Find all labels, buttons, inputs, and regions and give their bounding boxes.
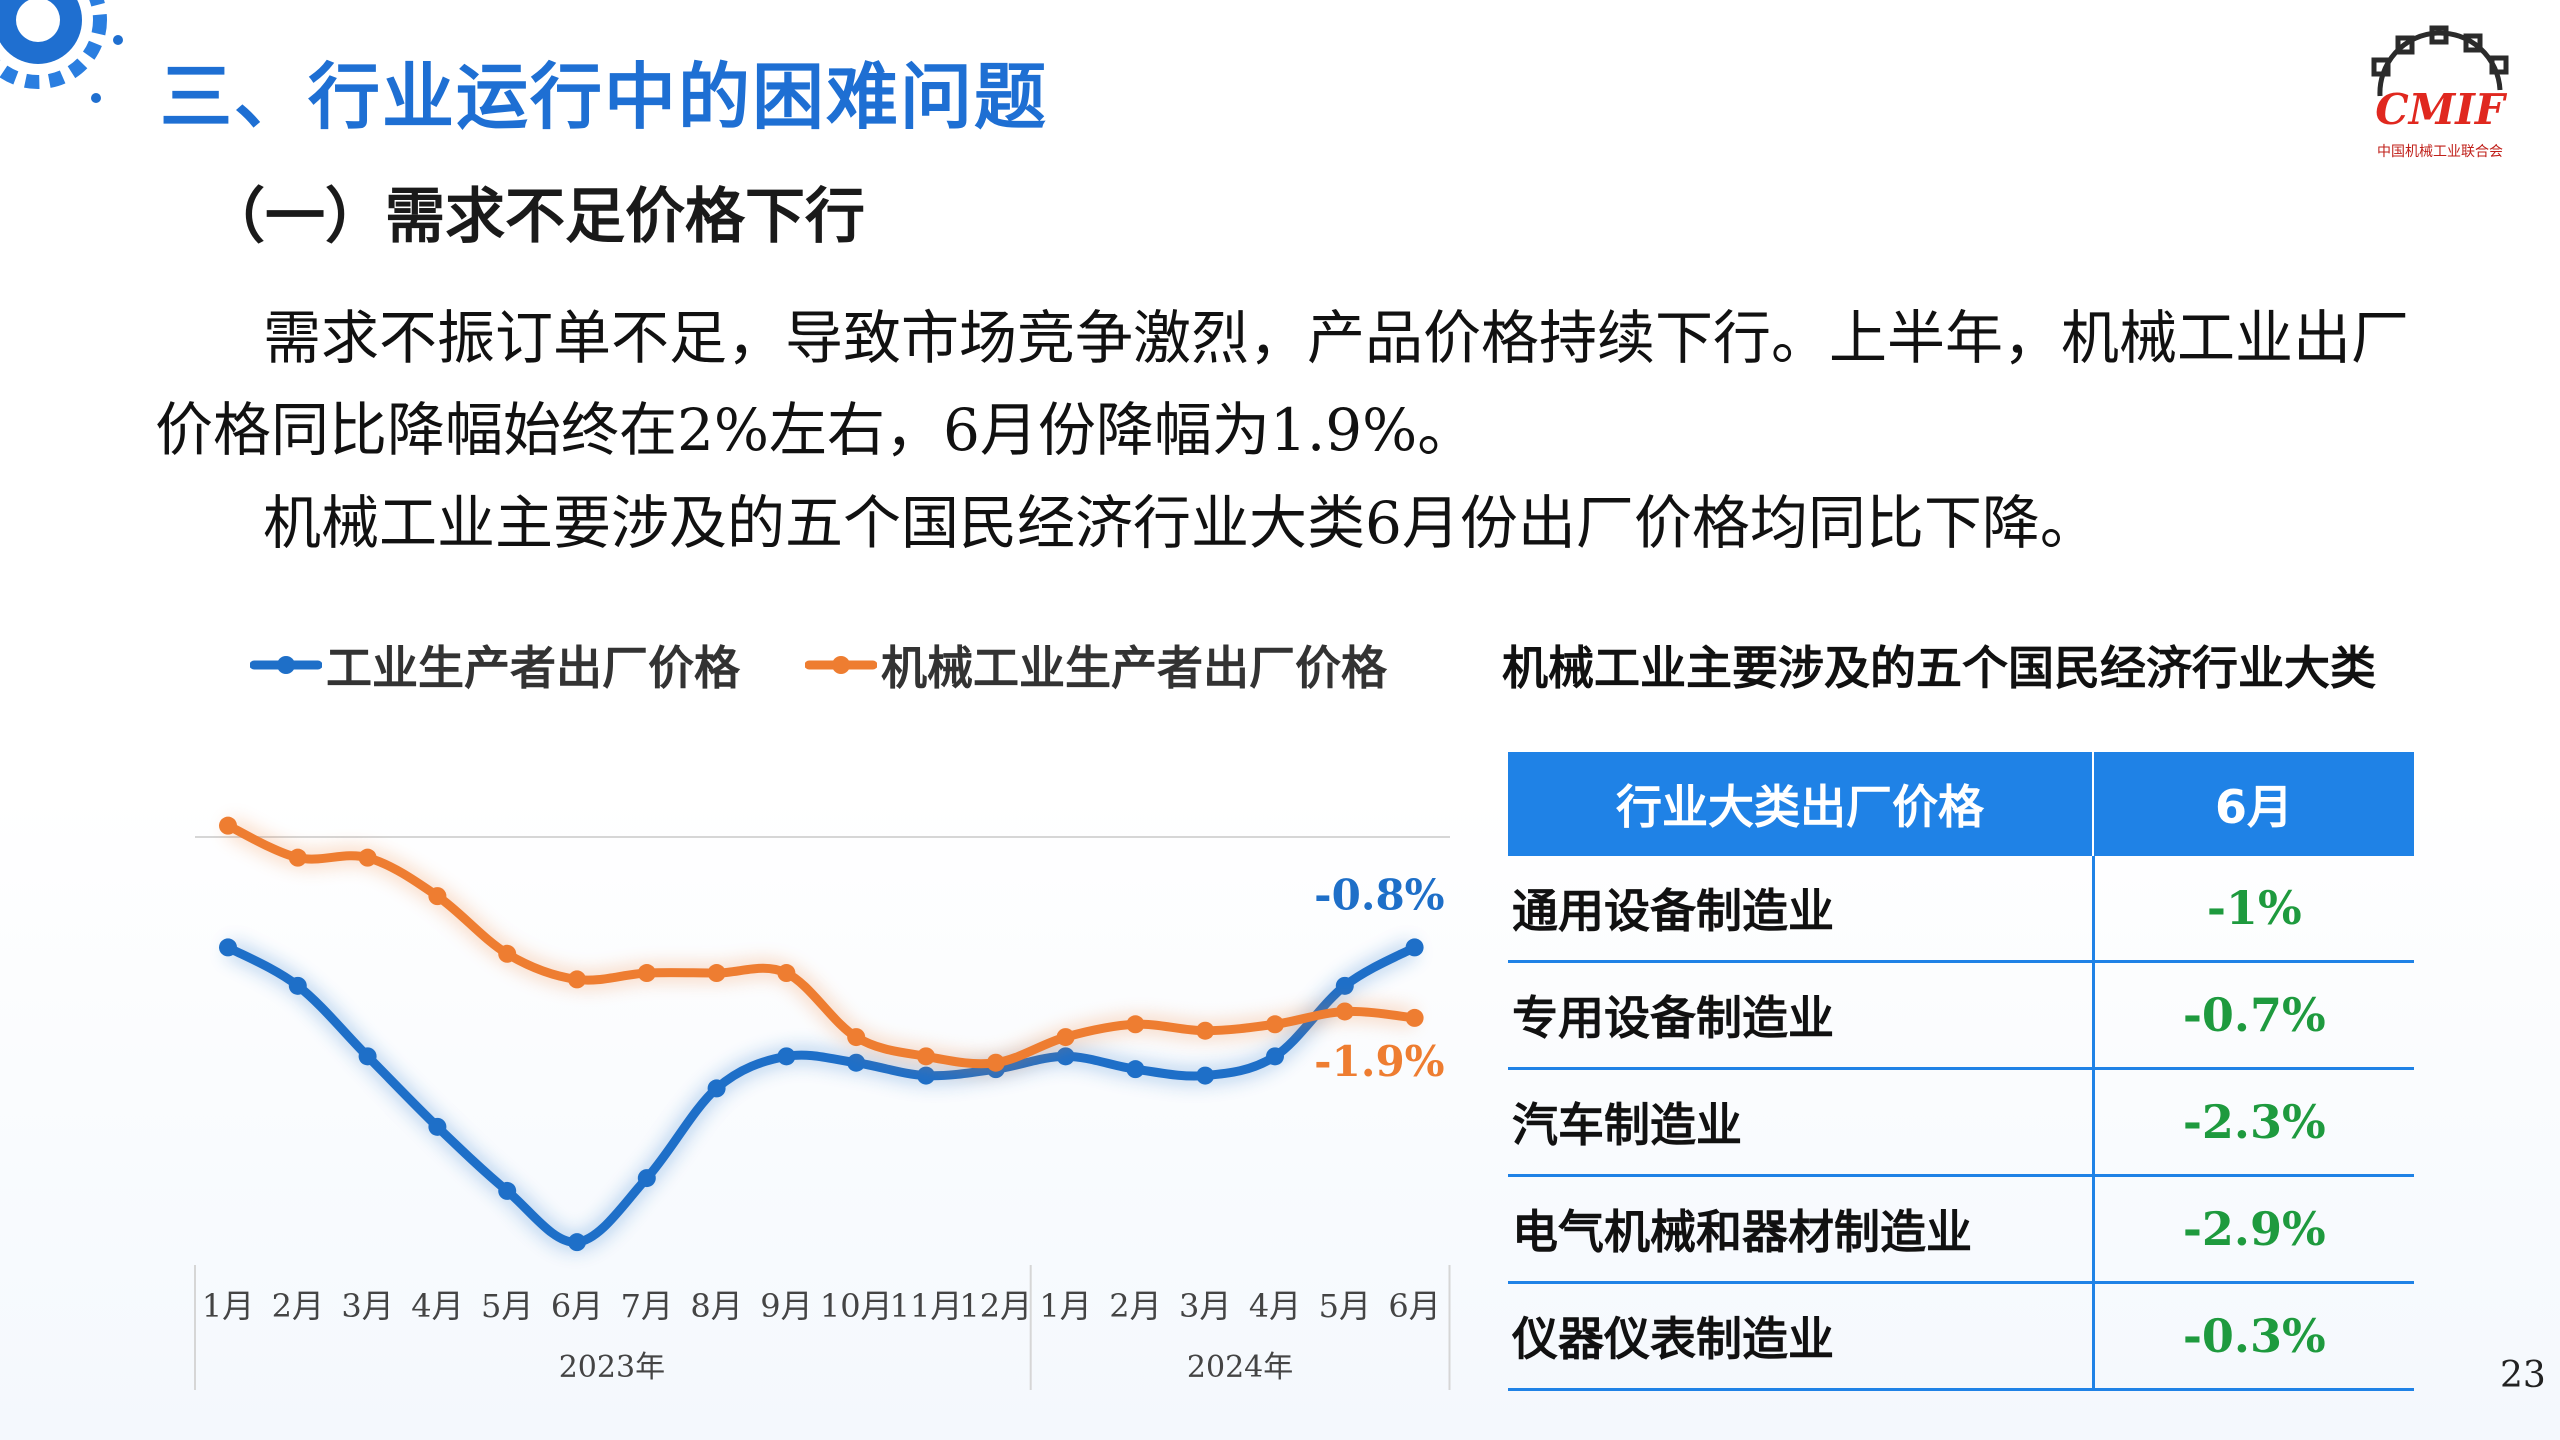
end-value-label: -1.9%	[1314, 1037, 1444, 1086]
industry-price-table: 行业大类出厂价格 6月 通用设备制造业 -1% 专用设备制造业 -0.7% 汽车…	[1508, 752, 2414, 1391]
data-point	[1405, 1008, 1424, 1027]
data-point	[707, 964, 726, 983]
data-point	[568, 970, 586, 989]
table-row: 专用设备制造业 -0.7%	[1508, 961, 2414, 1070]
legend-label-industrial: 工业生产者出厂价格	[326, 641, 740, 695]
data-point	[358, 848, 377, 867]
data-point	[428, 887, 447, 906]
series-line	[223, 942, 1420, 1247]
data-point	[219, 938, 237, 957]
table-header-category: 行业大类出厂价格	[1508, 752, 2094, 856]
table-row: 仪器仪表制造业 -0.3%	[1508, 1282, 2414, 1391]
table-cell-industry: 电气机械和器材制造业	[1508, 1175, 2095, 1284]
data-point	[986, 1053, 1005, 1072]
x-tick-label: 5月	[1319, 1287, 1371, 1325]
body-paragraph-2: 机械工业主要涉及的五个国民经济行业大类6月份出厂价格均同比下降。	[263, 489, 2098, 557]
table-cell-value: -2.9%	[2093, 1175, 2414, 1284]
x-tick-label: 4月	[1249, 1287, 1301, 1325]
table-cell-value: -1%	[2093, 856, 2414, 963]
table-cell-value: -0.3%	[2093, 1282, 2414, 1391]
data-point	[1335, 976, 1354, 995]
table-title: 机械工业主要涉及的五个国民经济行业大类	[1502, 641, 2376, 695]
data-point	[637, 1169, 656, 1188]
legend-swatch-blue	[250, 656, 322, 674]
table-cell-industry: 专用设备制造业	[1508, 961, 2095, 1070]
data-point	[777, 964, 796, 983]
section-subtitle: （一）需求不足价格下行	[205, 182, 865, 252]
data-point	[498, 1181, 517, 1200]
data-point	[1266, 1015, 1284, 1034]
data-point	[288, 848, 307, 867]
data-point	[1126, 1015, 1145, 1034]
data-point	[428, 1117, 447, 1136]
data-point	[498, 944, 517, 963]
data-point	[358, 1047, 377, 1066]
x-tick-label: 1月	[202, 1287, 254, 1325]
table-header-row: 行业大类出厂价格 6月	[1508, 752, 2414, 856]
legend-item-industrial: 工业生产者出厂价格	[250, 632, 740, 698]
data-point	[847, 1028, 866, 1047]
legend-label-machinery: 机械工业生产者出厂价格	[881, 641, 1387, 695]
legend-item-machinery: 机械工业生产者出厂价格	[805, 632, 1387, 698]
data-point	[1056, 1028, 1075, 1047]
table-cell-value: -0.7%	[2093, 961, 2414, 1070]
cmif-logo: CMIF 中国机械工业联合会	[2371, 25, 2509, 160]
page-number: 23	[2500, 1355, 2546, 1396]
legend-swatch-orange	[805, 656, 877, 674]
logo-caption: 中国机械工业联合会	[2377, 144, 2503, 160]
data-point	[847, 1053, 866, 1072]
data-point	[568, 1233, 586, 1252]
series-line	[223, 821, 1420, 1069]
page-title: 三、行业运行中的困难问题	[160, 55, 1049, 139]
x-tick-label: 7月	[621, 1287, 673, 1325]
table-row: 通用设备制造业 -1%	[1508, 856, 2414, 963]
data-point	[288, 976, 307, 995]
logo-text: CMIF	[2375, 85, 2508, 134]
gear-decoration-icon	[0, 0, 123, 103]
x-tick-label: 2月	[1109, 1287, 1161, 1325]
table-cell-industry: 仪器仪表制造业	[1508, 1282, 2095, 1391]
data-point	[1126, 1060, 1145, 1079]
table-row: 电气机械和器材制造业 -2.9%	[1508, 1175, 2414, 1284]
x-tick-label: 11月	[890, 1287, 963, 1325]
table-cell-industry: 汽车制造业	[1508, 1068, 2095, 1177]
data-point	[777, 1047, 796, 1066]
table-row: 汽车制造业 -2.3%	[1508, 1068, 2414, 1177]
x-tick-label: 3月	[341, 1287, 393, 1325]
data-point	[1266, 1047, 1284, 1066]
x-tick-label: 3月	[1179, 1287, 1231, 1325]
data-point	[1056, 1047, 1075, 1066]
table-header-month: 6月	[2093, 752, 2414, 856]
table-cell-industry: 通用设备制造业	[1508, 856, 2095, 963]
data-point	[1405, 938, 1424, 957]
end-value-label: -0.8%	[1314, 870, 1444, 919]
x-tick-label: 1月	[1039, 1287, 1091, 1325]
x-tick-label: 5月	[481, 1287, 533, 1325]
data-point	[1196, 1066, 1215, 1085]
data-point	[1196, 1021, 1215, 1040]
data-point	[1335, 1002, 1354, 1021]
data-point	[707, 1079, 726, 1098]
x-group-label: 2023年	[559, 1350, 665, 1385]
x-tick-label: 4月	[411, 1287, 463, 1325]
table-cell-value: -2.3%	[2093, 1068, 2414, 1177]
body-paragraph-1: 需求不振订单不足，导致市场竞争激烈，产品价格持续下行。上半年，机械工业出厂价格同…	[155, 304, 2410, 464]
data-point	[917, 1066, 935, 1085]
x-group-label: 2024年	[1187, 1350, 1293, 1385]
x-tick-label: 2月	[272, 1287, 324, 1325]
x-tick-label: 10月	[820, 1287, 893, 1325]
x-tick-label: 8月	[690, 1287, 742, 1325]
data-point	[637, 964, 656, 983]
x-tick-label: 6月	[1388, 1287, 1440, 1325]
x-tick-label: 9月	[760, 1287, 812, 1325]
data-point	[219, 816, 237, 835]
x-tick-label: 12月	[959, 1287, 1032, 1325]
x-tick-label: 6月	[551, 1287, 603, 1325]
data-point	[917, 1047, 935, 1066]
